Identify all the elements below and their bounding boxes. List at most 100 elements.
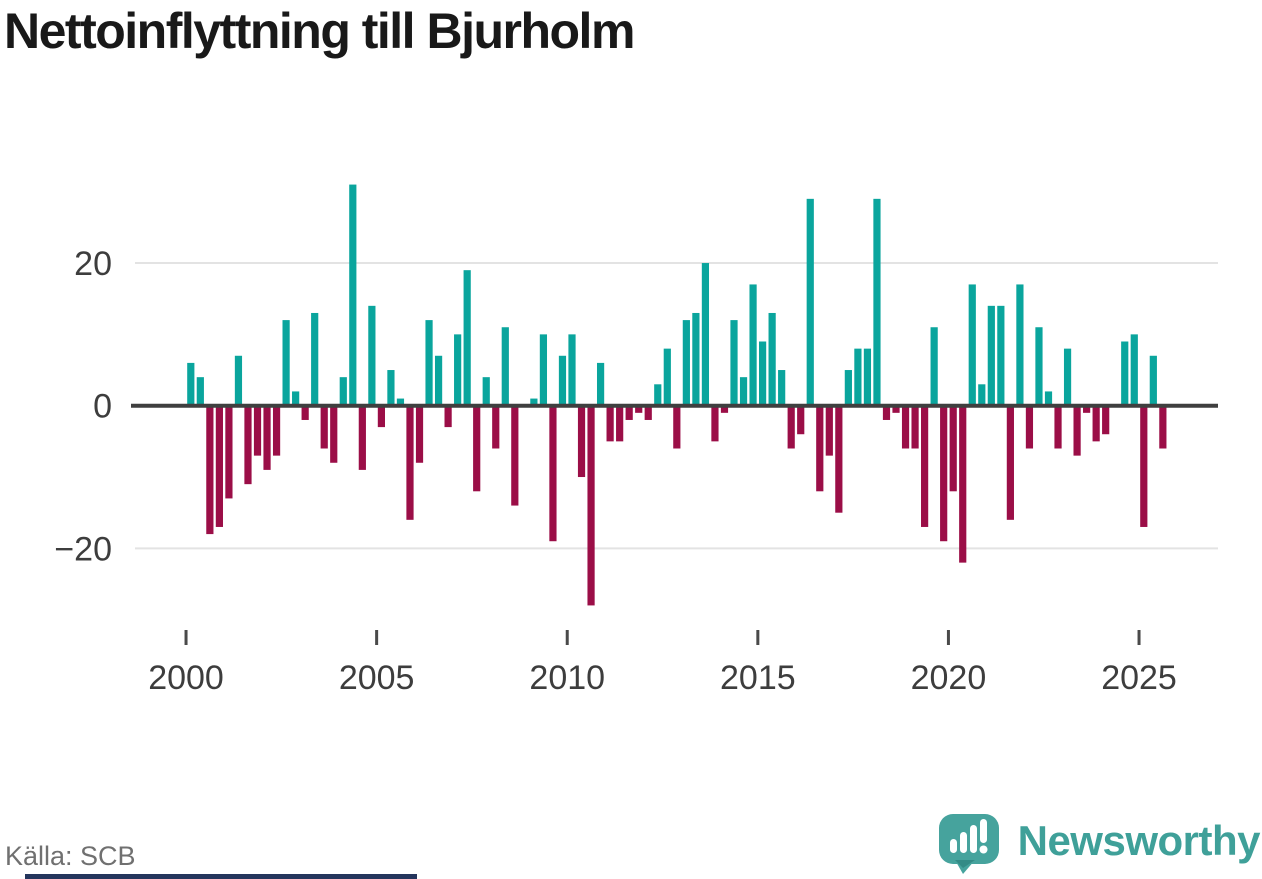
bar-2009Q1 [530,398,538,406]
bar-2000Q1 [187,362,195,406]
bar-2017Q1 [835,405,843,513]
bar-2018Q4 [901,405,910,449]
bar-2004Q4 [368,305,376,406]
bar-2011Q3 [625,405,633,420]
bar-2003Q4 [330,405,338,463]
bar-2001Q2 [234,355,243,406]
bar-2013Q2 [692,312,700,406]
bar-2007Q3 [473,405,481,492]
bar-2014Q1 [720,405,729,413]
bar-2008Q2 [501,327,509,406]
bar-2013Q4 [711,405,719,442]
bar-2009Q4 [558,355,567,406]
bar-2006Q2 [425,320,433,406]
bar-2000Q4 [215,405,223,527]
bar-2021Q3 [1006,405,1014,520]
bar-2010Q2 [577,405,586,478]
bar-2020Q1 [949,405,957,492]
bar-2018Q1 [873,198,881,406]
source-label: Källa: SCB [5,841,136,871]
bar-2005Q4 [406,405,414,520]
bar-2006Q4 [444,405,452,428]
bar-2008Q1 [492,405,500,449]
bar-2021Q4 [1016,284,1024,406]
bar-2007Q4 [482,377,490,406]
bar-2024Q1 [1102,405,1110,435]
bar-2025Q1 [1140,405,1148,527]
x-axis-label: 2005 [339,659,415,697]
bar-2016Q1 [797,405,805,435]
bar-2010Q4 [596,362,605,406]
bar-2001Q3 [244,405,252,485]
bar-2002Q2 [272,405,281,456]
bar-2015Q2 [768,312,776,406]
x-axis-label: 2000 [148,659,224,697]
bar-2000Q3 [206,405,214,535]
bar-2018Q2 [882,405,891,420]
bar-2022Q1 [1025,405,1034,449]
bar-2004Q3 [358,405,366,470]
bar-2009Q2 [539,334,548,406]
bar-2020Q4 [978,384,986,406]
bar-2016Q3 [816,405,824,492]
bar-2002Q1 [263,405,271,470]
bar-2023Q2 [1073,405,1081,456]
bar-2011Q2 [616,405,624,442]
chart-title: Nettoinflyttning till Bjurholm [4,3,635,59]
bar-2001Q4 [253,405,262,456]
bar-2015Q1 [759,341,767,406]
bar-2007Q1 [454,334,462,406]
y-axis-label: −20 [54,530,112,568]
bar-2024Q4 [1130,334,1138,406]
bar-2016Q4 [825,405,833,456]
bar-2010Q3 [587,405,595,606]
bar-2020Q2 [959,405,967,563]
bar-2013Q1 [682,320,690,406]
bar-2000Q2 [196,377,204,406]
bar-2012Q2 [654,384,662,406]
bar-2005Q1 [377,405,385,428]
bar-2005Q2 [387,370,395,406]
bar-2019Q1 [911,405,919,449]
bottom-accent-bar [25,874,417,879]
newsworthy-logo[interactable]: Newsworthy [938,808,1261,874]
bar-2004Q2 [349,184,357,406]
bar-2001Q1 [225,405,233,499]
bar-2014Q4 [749,284,757,406]
bar-2013Q3 [701,263,710,406]
bar-2003Q3 [320,405,328,449]
net-migration-bar-chart: 20 0 −20 2000 2005 2010 2015 2020 2025 [54,184,1218,697]
bar-2019Q2 [921,405,929,527]
bar-2024Q3 [1121,341,1129,406]
bar-2021Q1 [987,305,995,406]
bar-2019Q3 [930,327,938,406]
bar-2002Q4 [292,391,300,406]
bar-2015Q3 [778,370,786,406]
bar-2016Q2 [806,198,814,406]
bar-2009Q3 [549,405,557,542]
bar-2006Q3 [434,355,443,406]
bar-2012Q3 [663,348,671,406]
bar-2021Q2 [997,305,1005,406]
bar-2014Q2 [730,320,738,406]
bar-2015Q4 [787,405,795,449]
bar-2017Q3 [854,348,862,406]
bar-2011Q4 [635,405,643,413]
bar-2006Q1 [415,405,424,463]
bar-2017Q4 [863,348,872,406]
newsworthy-logo-text: Newsworthy [1017,817,1261,864]
bar-2010Q1 [568,334,576,406]
bar-2002Q3 [282,320,290,406]
bar-2022Q3 [1044,391,1053,406]
bar-2023Q1 [1063,348,1072,406]
bar-2007Q2 [463,270,471,406]
x-axis-label: 2025 [1101,659,1177,697]
bar-2022Q2 [1035,327,1043,406]
x-axis-label: 2010 [529,659,605,697]
bar-2004Q1 [339,377,347,406]
bar-2020Q3 [968,284,976,406]
bar-2008Q3 [511,405,519,506]
bar-2023Q3 [1083,405,1091,413]
bar-2003Q1 [301,405,309,420]
